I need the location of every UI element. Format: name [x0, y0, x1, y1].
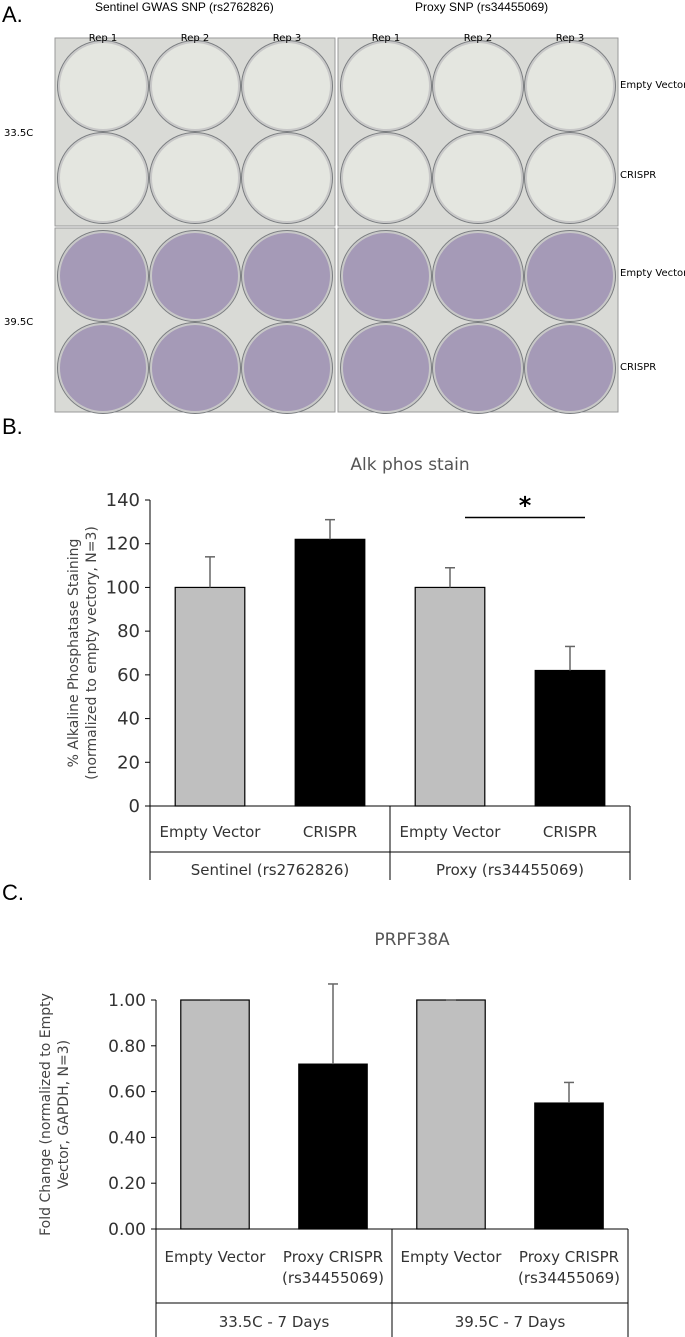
bar [298, 1063, 368, 1230]
category-label: (rs34455069) [518, 1269, 620, 1287]
y-tick-label: 120 [106, 534, 140, 555]
alk-phos-chart: Alk phos stain % Alkaline Phosphatase Sta… [66, 455, 631, 880]
bar [416, 999, 486, 1230]
well [341, 231, 431, 321]
y-axis-label: Fold Change (normalized to Empty [38, 993, 54, 1236]
temp-label: 33.5C [4, 128, 33, 139]
category-label: Empty Vector [400, 823, 502, 841]
y-tick-label: 0.20 [108, 1174, 146, 1194]
row-label: CRISPR [620, 362, 656, 373]
rep-label: Rep 3 [273, 33, 302, 44]
well [58, 231, 148, 321]
rep-label: Rep 3 [556, 33, 585, 44]
category-label: Empty Vector [401, 1248, 503, 1266]
well [433, 41, 523, 131]
category-label: Empty Vector [165, 1248, 267, 1266]
bar [294, 538, 366, 807]
group-label: 33.5C - 7 Days [219, 1313, 330, 1331]
y-tick-label: 0.00 [108, 1220, 146, 1240]
well [433, 133, 523, 223]
well [58, 41, 148, 131]
proxy-header: Proxy SNP (rs34455069) [415, 0, 549, 14]
prpf38a-chart: PRPF38A Fold Change (normalized to Empty V… [38, 930, 629, 1337]
y-tick-label: 60 [117, 665, 140, 686]
y-tick-label: 0.80 [108, 1037, 146, 1057]
bar [180, 999, 250, 1230]
category-label: Proxy CRISPR [519, 1248, 619, 1266]
well [150, 323, 240, 413]
category-label: Empty Vector [160, 823, 262, 841]
row-label: Empty Vector [620, 268, 685, 279]
row-label: CRISPR [620, 170, 656, 181]
well [525, 133, 615, 223]
well [242, 41, 332, 131]
well [150, 231, 240, 321]
y-axis-label: Vector, GAPDH, N=3) [56, 1040, 72, 1189]
chart-title: Alk phos stain [350, 455, 469, 475]
chart-title: PRPF38A [374, 930, 450, 950]
well [150, 41, 240, 131]
well [525, 323, 615, 413]
temp-label: 39.5C [4, 317, 33, 328]
y-tick-label: 0 [129, 796, 140, 817]
well [58, 133, 148, 223]
bar [534, 669, 606, 807]
y-tick-label: 20 [117, 752, 140, 773]
rep-label: Rep 2 [464, 33, 493, 44]
category-label: CRISPR [543, 823, 597, 841]
well [242, 133, 332, 223]
rep-label: Rep 1 [372, 33, 401, 44]
plate-images: Rep 1 Rep 2 Rep 3 Rep 1 Rep 2 Rep 3 33.5C 39.5C… [4, 33, 685, 414]
panel-c-letter: C. [2, 880, 24, 905]
well [150, 133, 240, 223]
y-tick-label: 80 [117, 621, 140, 642]
significance-star: * [519, 491, 532, 519]
panel-a-letter: A. [2, 2, 23, 27]
well [525, 231, 615, 321]
category-label: CRISPR [303, 823, 357, 841]
well [341, 323, 431, 413]
well [341, 41, 431, 131]
category-label: Proxy CRISPR [283, 1248, 383, 1266]
well [433, 231, 523, 321]
y-tick-label: 100 [106, 577, 140, 598]
well [242, 231, 332, 321]
well [433, 323, 523, 413]
y-tick-label: 40 [117, 709, 140, 730]
well [242, 323, 332, 413]
well [341, 133, 431, 223]
y-tick-label: 0.60 [108, 1083, 146, 1103]
y-axis-label: % Alkaline Phosphatase Staining [66, 539, 82, 768]
row-label: Empty Vector [620, 80, 685, 91]
y-tick-label: 140 [106, 490, 140, 511]
y-tick-label: 0.40 [108, 1128, 146, 1148]
group-label: Proxy (rs34455069) [436, 861, 584, 879]
sentinel-header: Sentinel GWAS SNP (rs2762826) [95, 0, 274, 14]
y-tick-label: 1.00 [108, 991, 146, 1011]
well [58, 323, 148, 413]
rep-label: Rep 2 [181, 33, 210, 44]
group-label: Sentinel (rs2762826) [191, 861, 349, 879]
well [525, 41, 615, 131]
bar [174, 586, 246, 807]
bar [414, 586, 486, 807]
y-axis-label: (normalized to empty vectory, N=3) [84, 526, 100, 780]
bar [534, 1102, 604, 1230]
panel-b-letter: B. [2, 414, 23, 439]
category-label: (rs34455069) [282, 1269, 384, 1287]
rep-label: Rep 1 [89, 33, 118, 44]
group-label: 39.5C - 7 Days [455, 1313, 566, 1331]
